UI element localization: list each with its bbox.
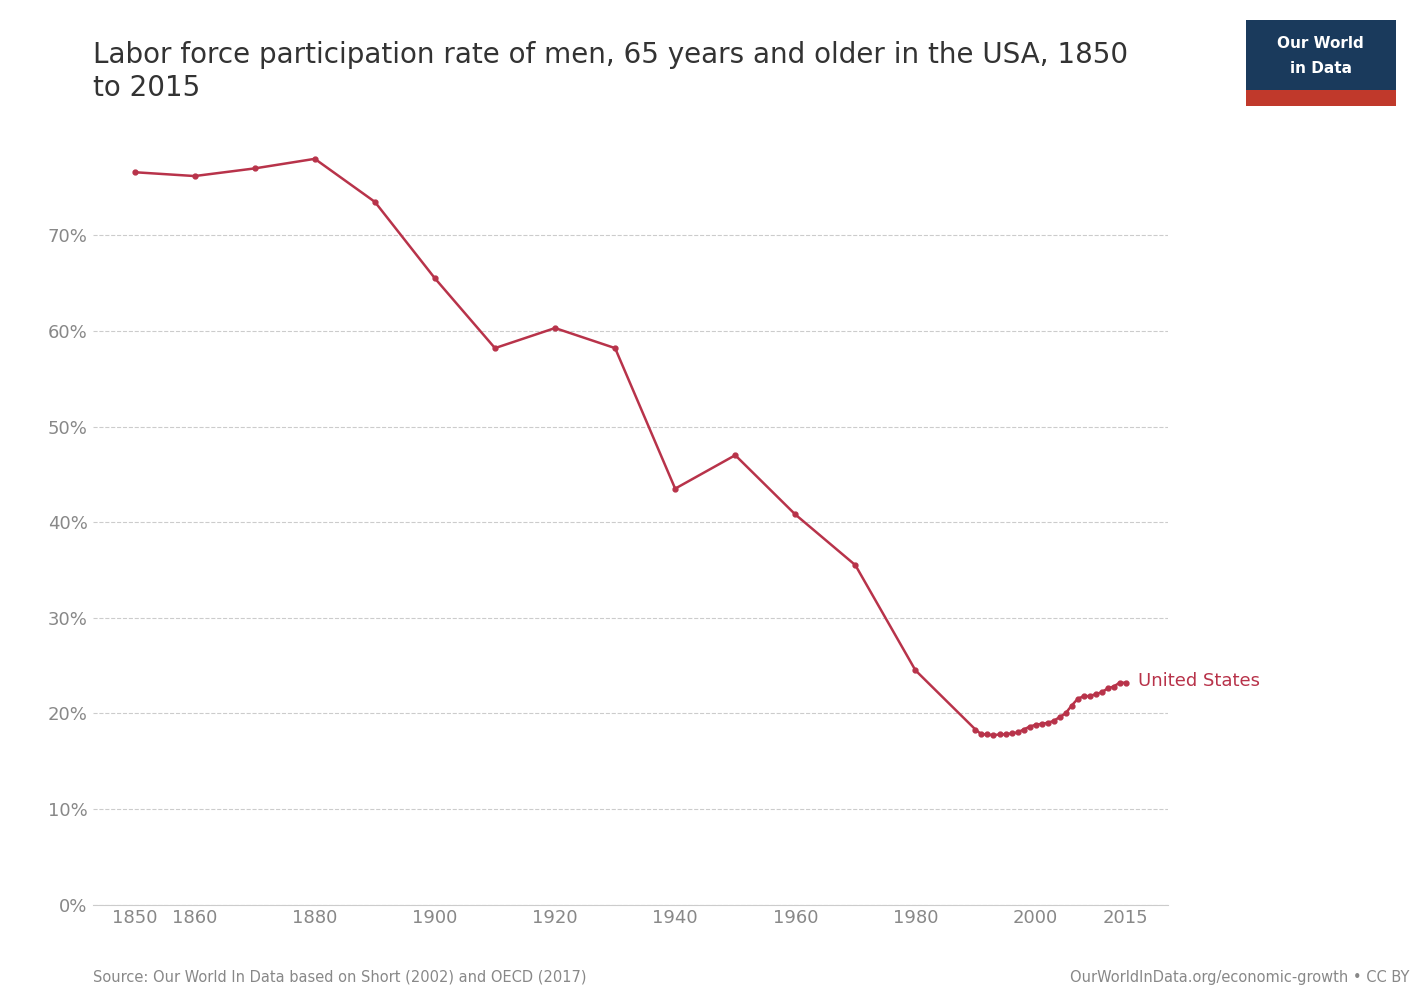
Text: Our World: Our World bbox=[1277, 35, 1364, 50]
Text: Source: Our World In Data based on Short (2002) and OECD (2017): Source: Our World In Data based on Short… bbox=[93, 970, 587, 985]
FancyBboxPatch shape bbox=[1246, 90, 1396, 106]
Text: Labor force participation rate of men, 65 years and older in the USA, 1850
to 20: Labor force participation rate of men, 6… bbox=[93, 41, 1128, 102]
Text: United States: United States bbox=[1138, 671, 1260, 689]
Text: in Data: in Data bbox=[1290, 61, 1351, 76]
Text: OurWorldInData.org/economic-growth • CC BY: OurWorldInData.org/economic-growth • CC … bbox=[1071, 970, 1410, 985]
FancyBboxPatch shape bbox=[1246, 20, 1396, 106]
